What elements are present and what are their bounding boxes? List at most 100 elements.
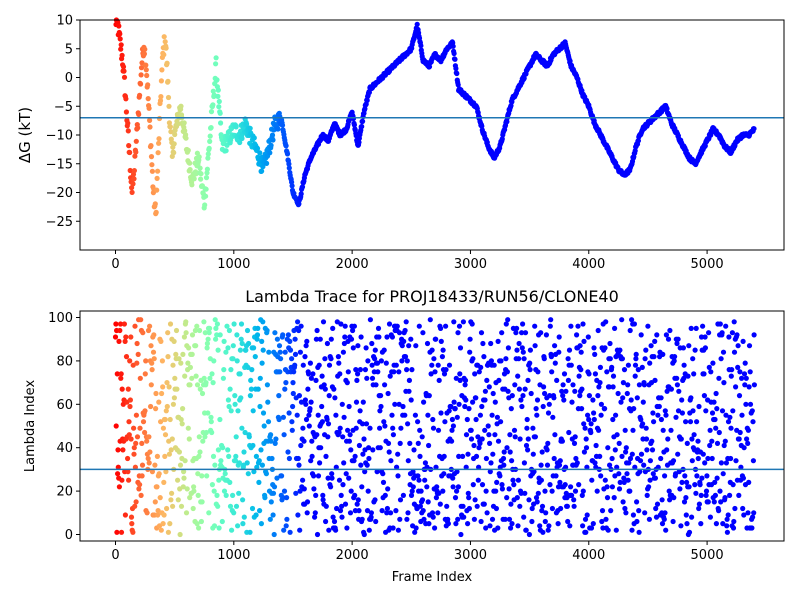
lambda-point [446,408,452,414]
lambda-point [580,523,586,529]
lambda-point [690,408,696,414]
lambda-point [187,495,193,501]
lambda-point [573,455,579,462]
y-tick-label: 80 [56,354,73,369]
y-tick-label: 60 [56,398,73,413]
lambda-point [372,347,378,353]
lambda-point [491,362,497,368]
delta-g-point [205,151,211,157]
lambda-point [553,473,559,479]
lambda-point [591,416,597,423]
delta-g-point [120,64,127,70]
delta-g-point [142,46,148,52]
lambda-point [303,416,310,423]
lambda-point [735,343,741,349]
delta-g-point [244,121,250,127]
lambda-point [435,362,441,368]
lambda-point [576,373,582,379]
lambda-point [264,327,270,334]
lambda-point [624,390,630,397]
delta-g-point [451,50,457,57]
lambda-point [521,460,528,466]
lambda-point [385,486,391,492]
lambda-point [747,401,754,407]
lambda-point [202,330,208,336]
delta-g-point [138,72,144,78]
lambda-point [399,358,405,364]
lambda-point [311,473,317,479]
lambda-point [128,436,134,442]
lambda-point [456,401,462,407]
lambda-point [678,523,684,529]
lambda-point [658,455,664,462]
delta-g-point [148,143,154,149]
lambda-point [492,432,498,438]
lambda-point [749,408,755,414]
lambda-point [557,458,563,464]
lambda-point [386,449,392,455]
lambda-point [300,425,306,431]
lambda-point [722,438,728,444]
lambda-point [405,421,411,427]
lambda-point [326,527,332,533]
lambda-point [350,327,356,334]
lambda-point [654,332,660,338]
delta-g-point [284,151,291,157]
lambda-point [287,347,294,353]
lambda-point [210,380,216,386]
lambda-point [139,440,145,446]
lambda-point [205,410,211,416]
lambda-point [619,317,625,323]
lambda-point [603,516,609,522]
lambda-point [619,356,626,362]
lambda-point [205,336,211,342]
lambda-point [361,436,367,442]
lambda-point [295,319,301,325]
lambda-point [542,488,548,494]
lambda-point [583,436,589,442]
lambda-point [138,317,144,323]
lambda-point [189,332,196,338]
lambda-point [408,492,415,498]
lambda-point [297,349,303,355]
lambda-point [633,356,639,362]
delta-g-point [163,45,169,51]
lambda-point [295,512,301,518]
lambda-point [364,375,370,381]
lambda-point [206,510,212,516]
lambda-point [351,458,357,464]
delta-g-point [118,46,124,52]
lambda-point [719,408,726,414]
lambda-point [568,362,574,368]
delta-g-x-ticks: 0 1000 2000 3000 4000 5000 [111,250,724,272]
delta-g-point [166,103,172,109]
lambda-point [417,503,423,509]
lambda-point [470,399,476,405]
delta-g-point [210,102,216,108]
lambda-point [228,367,234,373]
lambda-point [181,475,187,481]
lambda-point [713,390,719,397]
lambda-point [309,438,315,444]
lambda-point [729,367,735,373]
lambda-point [289,427,295,433]
lambda-point [583,445,590,451]
lambda-point [382,492,388,498]
lambda-point [298,323,304,329]
lambda-point [541,384,547,390]
lambda-point [462,382,468,388]
lambda-point [164,380,170,386]
lambda-point [667,497,673,503]
lambda-point [433,495,439,501]
lambda-point [387,373,393,379]
lambda-trace-title: Lambda Trace for PROJ18433/RUN56/CLONE40 [245,287,619,306]
lambda-point [575,323,581,329]
lambda-point [720,521,726,527]
lambda-point [163,408,169,414]
lambda-point [393,508,399,514]
lambda-point [306,371,312,377]
delta-g-point [126,143,132,149]
lambda-point [307,406,313,412]
lambda-point [514,325,520,331]
